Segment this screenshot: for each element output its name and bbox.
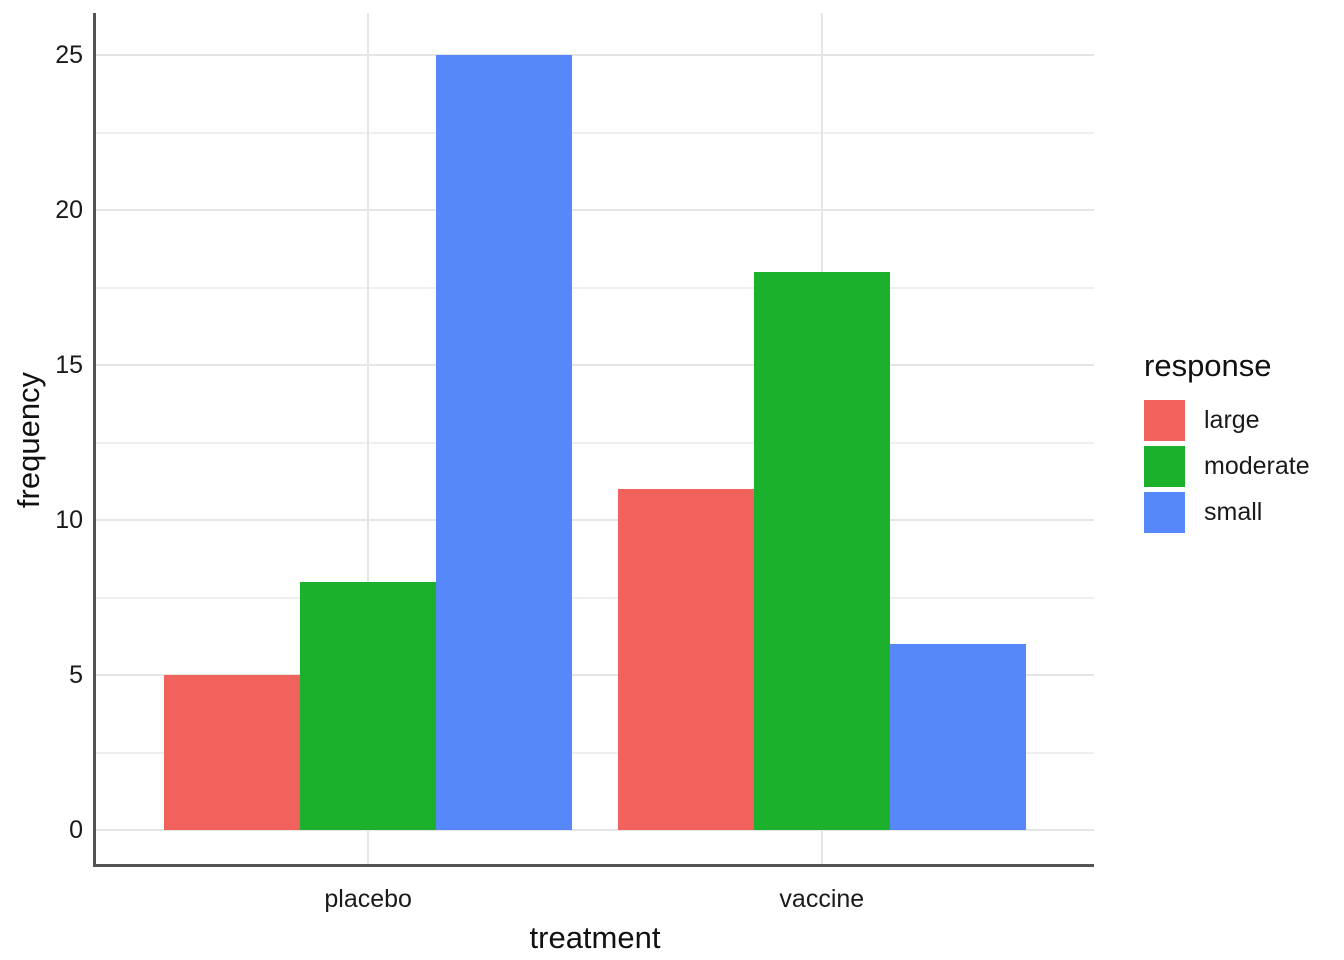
grid-minor-line <box>96 286 1094 289</box>
grid-major-line <box>96 829 1094 831</box>
legend-label: moderate <box>1204 452 1310 480</box>
grid-minor-line <box>96 441 1094 444</box>
grid-minor-line <box>96 131 1094 134</box>
legend-item-small: small <box>1144 492 1310 533</box>
legend-key-small <box>1144 492 1185 533</box>
y-tick-label: 0 <box>69 816 83 844</box>
grid-major-line <box>96 674 1094 676</box>
legend-key-large <box>1144 400 1185 441</box>
bar-vaccine-large <box>617 489 754 830</box>
y-tick-label: 10 <box>55 506 83 534</box>
legend-item-moderate: moderate <box>1144 446 1310 487</box>
grid-major-line <box>96 209 1094 211</box>
legend-items: large moderate small <box>1144 400 1310 533</box>
y-tick-label: 15 <box>55 351 83 379</box>
bar-vaccine-small <box>889 644 1026 830</box>
legend-title: response <box>1144 348 1272 383</box>
bar-placebo-small <box>436 55 573 830</box>
y-tick-label: 25 <box>55 41 83 69</box>
bar-placebo-large <box>164 675 301 830</box>
grid-major-line <box>96 54 1094 56</box>
x-tick-label: vaccine <box>779 885 865 913</box>
grid-major-line <box>96 364 1094 366</box>
y-axis-title: frequency <box>11 371 46 509</box>
legend-label: small <box>1204 498 1263 526</box>
legend-key-moderate <box>1144 446 1185 487</box>
grid-minor-line <box>96 751 1094 754</box>
bar-vaccine-moderate <box>753 272 890 830</box>
bar-placebo-moderate <box>300 582 437 830</box>
grid-category-line <box>367 13 370 867</box>
x-axis-line <box>93 864 1094 867</box>
grid-major-line <box>96 519 1094 521</box>
y-tick-label: 20 <box>55 196 83 224</box>
x-tick-label: placebo <box>324 885 412 913</box>
legend-label: large <box>1204 406 1260 434</box>
x-axis-title: treatment <box>529 920 661 955</box>
legend: response large moderate small <box>1144 348 1310 538</box>
y-axis-line <box>93 13 96 867</box>
grid-minor-line <box>96 596 1094 599</box>
legend-item-large: large <box>1144 400 1310 441</box>
y-tick-label: 5 <box>69 661 83 689</box>
